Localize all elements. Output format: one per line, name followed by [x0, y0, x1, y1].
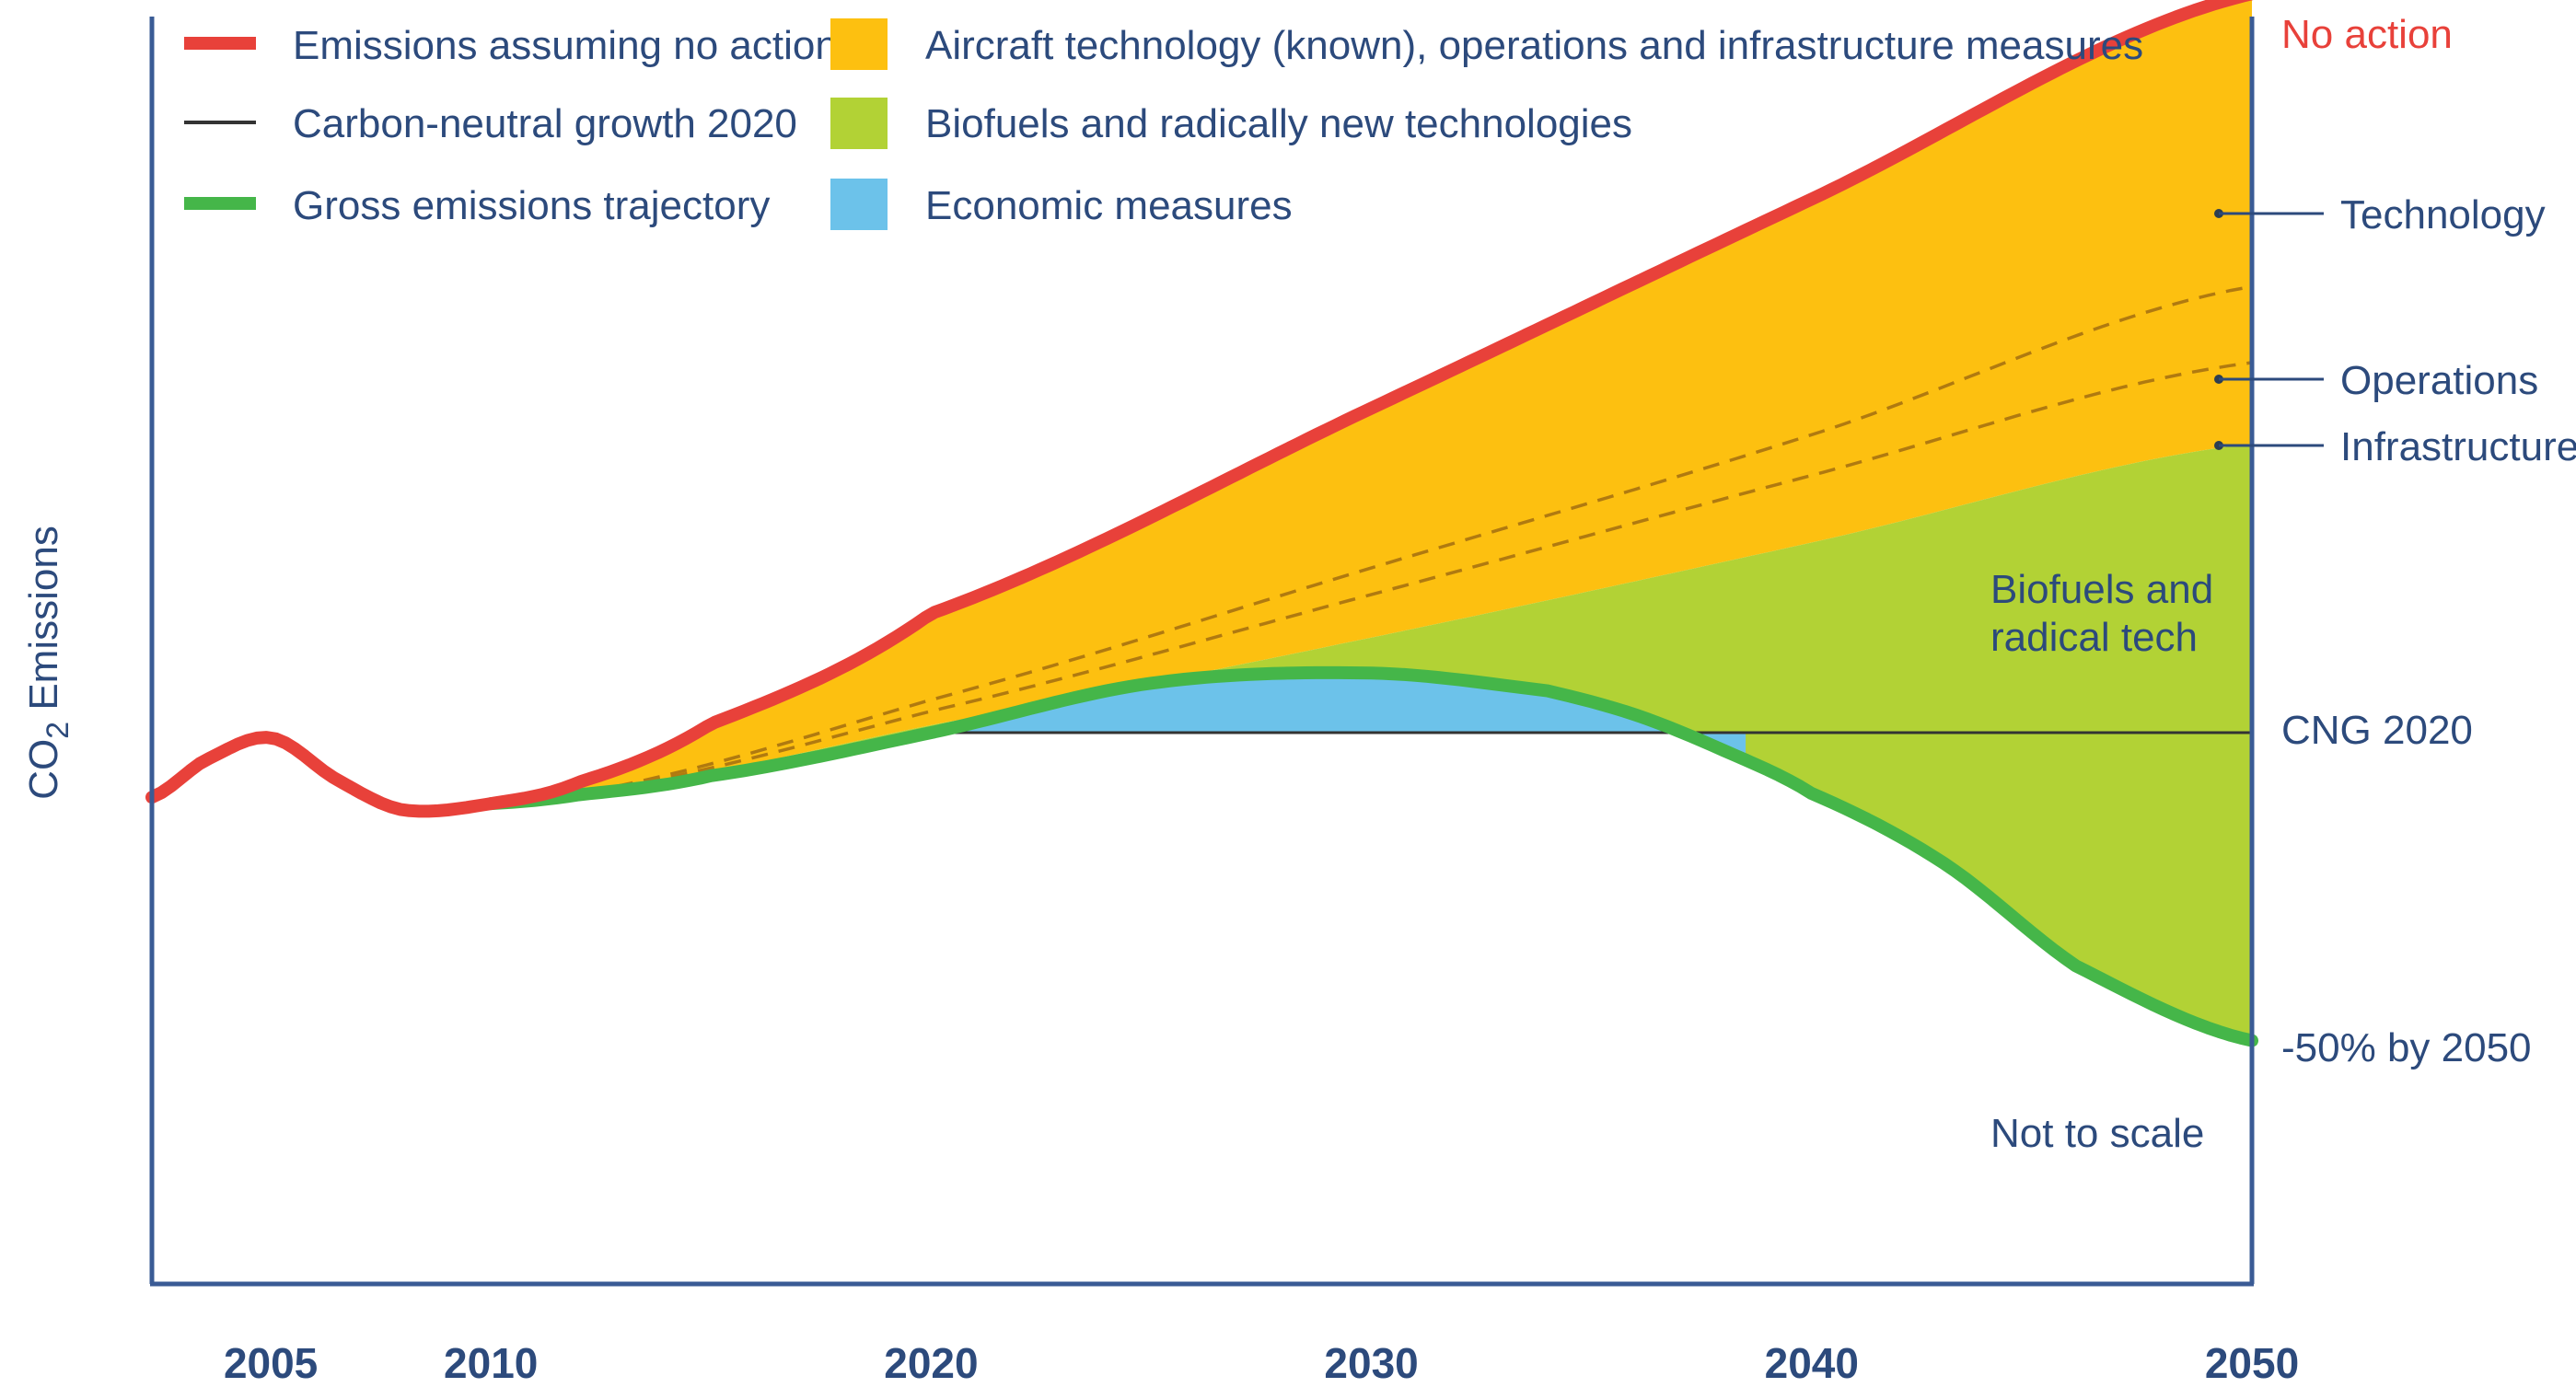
legend-label-gross: Gross emissions trajectory [293, 183, 770, 228]
dashed-line-operations [534, 284, 2253, 802]
legend: Emissions assuming no action Carbon-neut… [184, 18, 2143, 230]
y-axis-label: CO2 Emissions [21, 526, 75, 800]
area-biofuels-radical-tech [535, 444, 2252, 1041]
legend-label-biofuels: Biofuels and radically new technologies [925, 101, 1632, 146]
x-tick-label-2030: 2030 [1324, 1339, 1418, 1387]
legend-swatch-gross [184, 197, 256, 210]
y-axis-label-sub: 2 [41, 722, 75, 739]
x-tick-label-2005: 2005 [224, 1339, 318, 1387]
x-tick-labels: 2005 2010 2020 2030 2040 2050 [224, 1339, 2299, 1387]
annotation-infrastructure: Infrastructure [2340, 424, 2576, 469]
no-action-line [145, 0, 2254, 818]
legend-label-economic: Economic measures [925, 183, 1293, 228]
legend-swatch-cng [184, 121, 256, 124]
annotation-not-to-scale: Not to scale [1990, 1111, 2204, 1156]
legend-swatch-technology [830, 18, 888, 70]
x-tick-label-2020: 2020 [884, 1339, 978, 1387]
legend-label-no-action: Emissions assuming no action [293, 23, 838, 68]
y-axis-label-rest: Emissions [21, 526, 66, 722]
legend-label-technology: Aircraft technology (known), operations … [925, 23, 2143, 68]
annotation-biofuels-line2: radical tech [1990, 615, 2198, 660]
annotation-minus-50: -50% by 2050 [2281, 1025, 2532, 1070]
x-tick-label-2010: 2010 [444, 1339, 538, 1387]
annotations: No action Technology Operations Infrastr… [1990, 12, 2576, 1156]
annotation-no-action: No action [2281, 12, 2453, 57]
annotation-biofuels-line1: Biofuels and [1990, 567, 2213, 612]
legend-swatch-no-action [184, 37, 256, 50]
gross-emissions-line [484, 665, 2258, 1047]
x-tick-label-2050: 2050 [2205, 1339, 2299, 1387]
annotation-cng-2020: CNG 2020 [2281, 708, 2473, 753]
legend-label-cng: Carbon-neutral growth 2020 [293, 101, 797, 146]
legend-swatch-economic [830, 179, 888, 230]
y-axis-label-main: CO [21, 739, 66, 800]
annotation-operations: Operations [2340, 358, 2538, 403]
x-tick-label-2040: 2040 [1765, 1339, 1859, 1387]
legend-swatch-biofuels [830, 98, 888, 149]
dashed-line-infrastructure [534, 361, 2253, 802]
annotation-technology: Technology [2340, 192, 2546, 237]
